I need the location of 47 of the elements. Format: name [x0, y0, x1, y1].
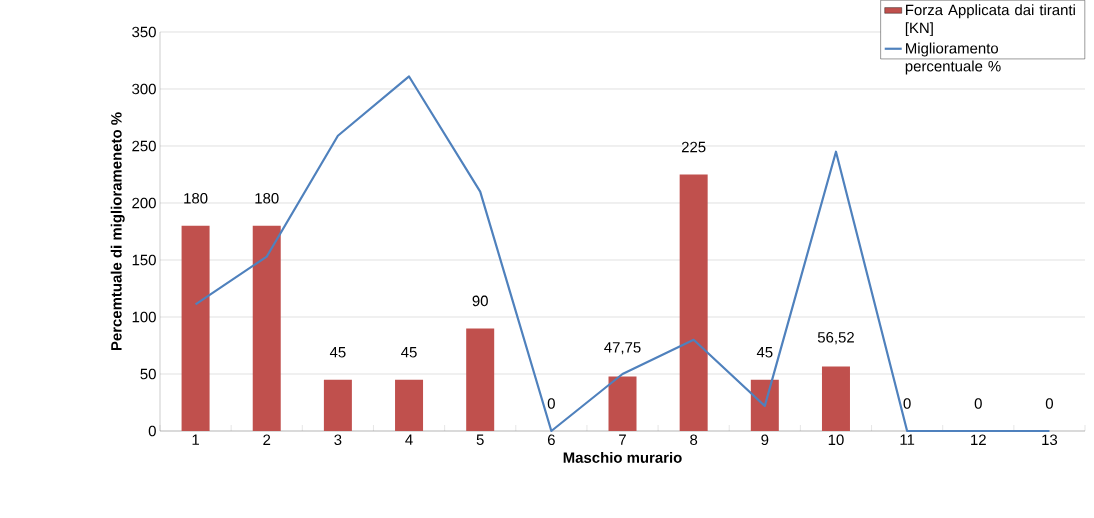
y-tick-label: 200 — [132, 197, 156, 209]
bar — [608, 376, 637, 431]
data-label: 90 — [472, 295, 488, 307]
data-label: 180 — [184, 193, 208, 204]
y-tick-label: 150 — [132, 254, 156, 266]
bar — [821, 366, 850, 431]
y-tick-label: 0 — [148, 425, 156, 437]
data-label: 0 — [903, 398, 911, 409]
x-tick-label: 12 — [971, 434, 986, 445]
y-tick-label: 100 — [132, 311, 156, 323]
data-label: 225 — [681, 141, 706, 153]
data-label: 45 — [329, 347, 346, 358]
data-label: 45 — [756, 347, 773, 358]
bar — [181, 225, 210, 431]
y-axis-title: Percemtuale di migliorameneto % — [110, 112, 125, 351]
x-tick-label: 13 — [1042, 434, 1058, 446]
x-tick-label: 10 — [828, 434, 844, 446]
data-label: 45 — [401, 347, 417, 358]
x-tick-label: 1 — [192, 434, 199, 445]
legend-label: Forza Applicata dai tiranti [KN] — [905, 4, 1075, 37]
data-label: 56,52 — [817, 332, 854, 345]
legend-label: Miglioramento percentuale % — [905, 42, 1001, 75]
y-tick-label: 50 — [140, 368, 156, 380]
bar — [679, 174, 708, 431]
data-label: 180 — [255, 193, 279, 204]
bar — [323, 379, 352, 431]
x-axis-title: Maschio murario — [563, 451, 682, 463]
bar — [466, 328, 495, 431]
bar — [395, 379, 424, 431]
y-tick-label: 250 — [132, 140, 156, 152]
x-tick-label: 11 — [900, 434, 915, 445]
x-tick-label: 7 — [619, 434, 626, 445]
y-tick-label: 350 — [132, 26, 156, 38]
x-tick-label: 6 — [547, 434, 555, 446]
x-tick-label: 5 — [476, 434, 484, 445]
x-tick-label: 2 — [263, 434, 271, 445]
x-tick-label: 4 — [405, 434, 413, 445]
y-tick-label: 300 — [132, 83, 156, 95]
bar — [750, 379, 779, 431]
data-label: 0 — [974, 398, 982, 409]
bar — [252, 225, 281, 431]
data-label: 47,75 — [604, 342, 641, 355]
x-tick-label: 8 — [690, 434, 698, 446]
data-label: 0 — [1045, 398, 1053, 409]
x-tick-label: 3 — [334, 434, 342, 446]
x-tick-label: 9 — [761, 434, 769, 446]
data-label: 0 — [547, 398, 555, 409]
